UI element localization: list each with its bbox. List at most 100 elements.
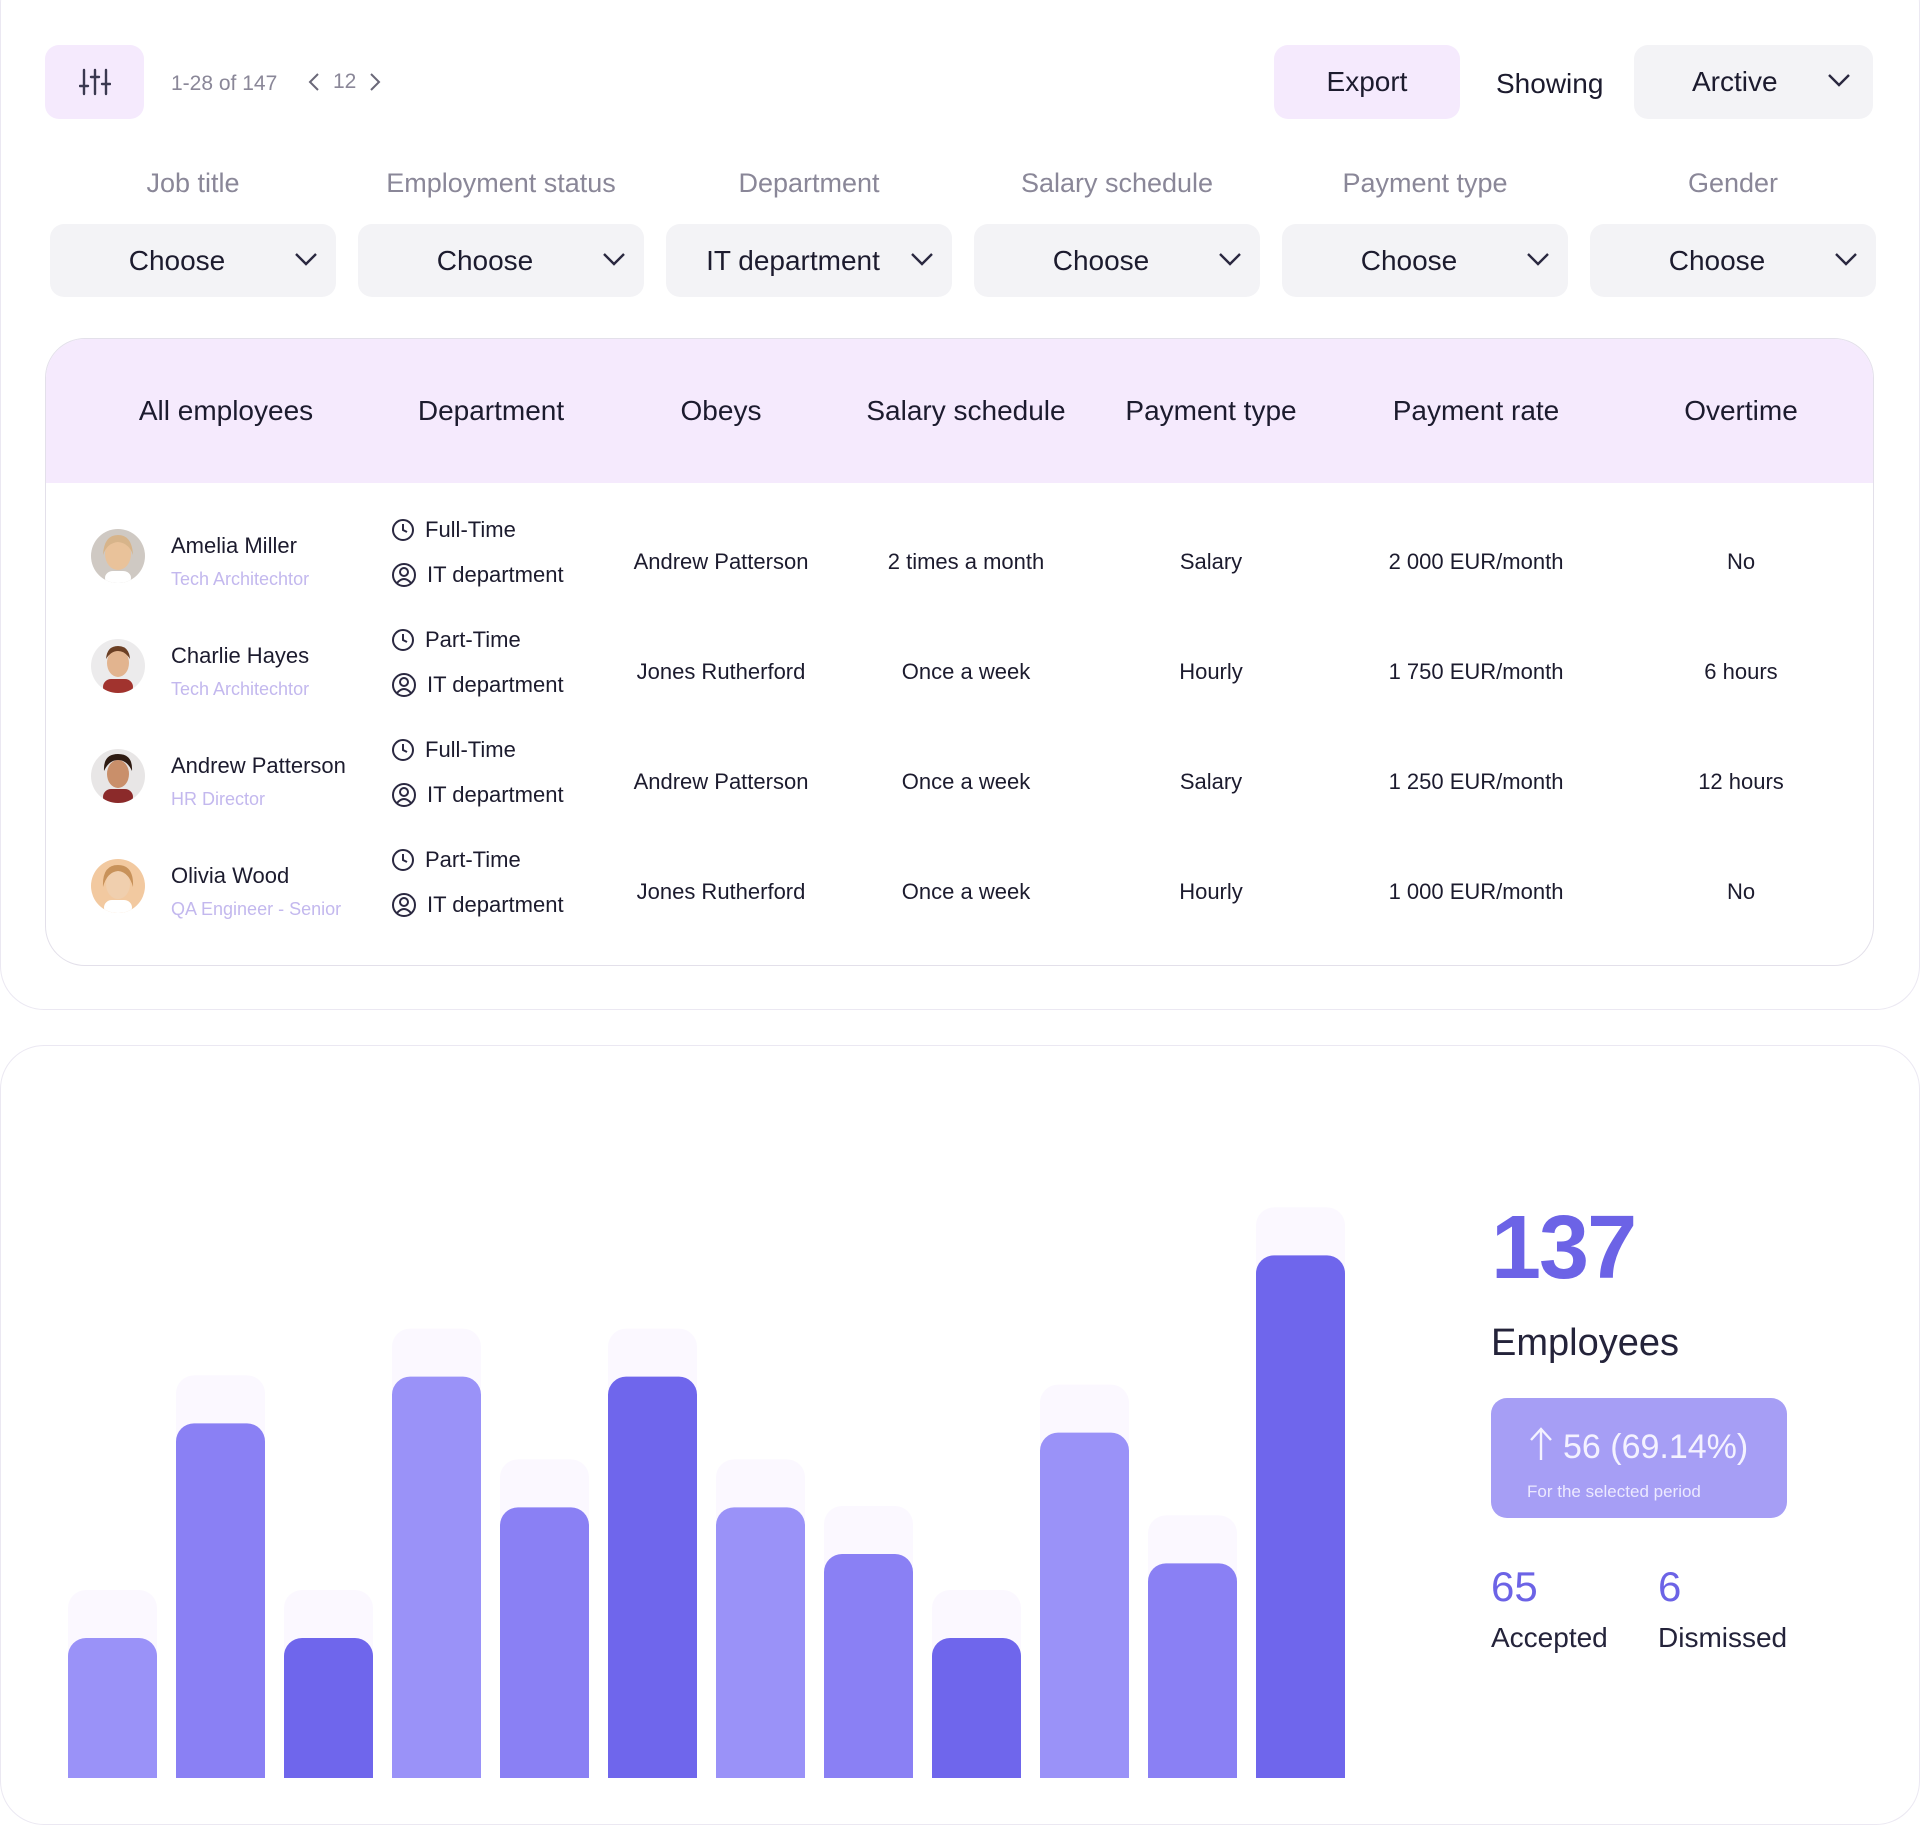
- user-circle-icon: [392, 893, 416, 917]
- export-button[interactable]: Export: [1274, 45, 1460, 119]
- schedule-cell: 2 times a month: [887, 549, 1045, 574]
- column-header-salary-schedule[interactable]: Salary schedule: [866, 395, 1066, 426]
- clock-icon: [392, 629, 414, 651]
- column-header-overtime[interactable]: Overtime: [1684, 395, 1798, 426]
- chart-bar[interactable]: [608, 1376, 697, 1778]
- chart-bar[interactable]: [716, 1507, 805, 1778]
- chevron-down-icon: [295, 253, 317, 266]
- chevron-down-icon: [1219, 253, 1241, 266]
- avatar: [91, 639, 145, 693]
- employment-type: Part-Time: [391, 847, 521, 873]
- chart-bar[interactable]: [500, 1507, 589, 1778]
- schedule-cell: Once a week: [901, 769, 1031, 794]
- chevron-down-icon: [1828, 74, 1850, 87]
- column-header-payment-rate[interactable]: Payment rate: [1392, 395, 1560, 426]
- department-label: IT department: [427, 672, 564, 697]
- chart-bar[interactable]: [1040, 1432, 1129, 1778]
- payment-rate-cell: 1 750 EUR/month: [1388, 659, 1564, 684]
- table-row[interactable]: Olivia Wood QA Engineer - Senior Part-Ti…: [46, 829, 1873, 939]
- employee-name[interactable]: Amelia Miller: [171, 533, 297, 558]
- clock-icon: [392, 519, 414, 541]
- table-row[interactable]: Amelia Miller Tech Architechtor Full-Tim…: [46, 499, 1873, 609]
- chart-bar[interactable]: [176, 1423, 265, 1778]
- filter-label: Payment type: [1342, 168, 1508, 198]
- employment-type-label: Full-Time: [425, 737, 516, 762]
- employee-role: HR Director: [171, 789, 266, 809]
- clock-icon: [392, 849, 414, 871]
- column-header-obeys[interactable]: Obeys: [680, 395, 762, 426]
- column-header-employees[interactable]: All employees: [138, 395, 314, 426]
- arrow-up-icon: [1530, 1427, 1552, 1460]
- table-row[interactable]: Andrew Patterson HR Director Full-Time I…: [46, 719, 1873, 829]
- total-employees-count: 137: [1491, 1198, 1637, 1298]
- department-label: IT department: [427, 562, 564, 587]
- chart-bar[interactable]: [932, 1638, 1021, 1778]
- department-select[interactable]: IT department: [666, 224, 952, 297]
- accepted-label: Accepted: [1491, 1622, 1608, 1653]
- filter-job-title: Job title Choose: [50, 168, 336, 297]
- select-value: Choose: [128, 244, 226, 276]
- chart-bar[interactable]: [284, 1638, 373, 1778]
- job-title-select[interactable]: Choose: [50, 224, 336, 297]
- avatar: [91, 529, 145, 583]
- user-circle-icon: [392, 673, 416, 697]
- schedule-cell: Once a week: [901, 659, 1031, 684]
- employee-name[interactable]: Charlie Hayes: [171, 643, 310, 668]
- overtime-cell: 6 hours: [1704, 659, 1778, 684]
- chevron-down-icon: [1835, 253, 1857, 266]
- chart-bar[interactable]: [1148, 1563, 1237, 1778]
- select-value: Choose: [1668, 244, 1766, 276]
- next-page-button[interactable]: [364, 68, 386, 96]
- chart-bar[interactable]: [68, 1638, 157, 1778]
- filter-department: Department IT department: [666, 168, 952, 297]
- department-tag: IT department: [391, 672, 564, 698]
- obeys-cell: Andrew Patterson: [633, 549, 809, 574]
- period-change-note: For the selected period: [1527, 1482, 1701, 1501]
- schedule-cell: Once a week: [901, 879, 1031, 904]
- status-select[interactable]: Arctive: [1634, 45, 1873, 119]
- department-tag: IT department: [391, 782, 564, 808]
- chevron-right-icon: [370, 73, 381, 91]
- previous-page-button[interactable]: [303, 68, 325, 96]
- column-header-payment-type[interactable]: Payment type: [1125, 395, 1297, 426]
- gender-select[interactable]: Choose: [1590, 224, 1876, 297]
- chart-bar[interactable]: [392, 1376, 481, 1778]
- employee-name[interactable]: Andrew Patterson: [171, 753, 346, 778]
- payment-rate-cell: 2 000 EUR/month: [1388, 549, 1564, 574]
- payment-type-select[interactable]: Choose: [1282, 224, 1568, 297]
- employment-type: Full-Time: [391, 517, 516, 543]
- overtime-cell: No: [1726, 549, 1756, 574]
- payment-type-cell: Hourly: [1179, 879, 1243, 904]
- column-header-department[interactable]: Department: [417, 395, 565, 426]
- filter-label: Gender: [1687, 168, 1779, 198]
- employment-status-select[interactable]: Choose: [358, 224, 644, 297]
- payment-rate-cell: 1 250 EUR/month: [1388, 769, 1564, 794]
- department-tag: IT department: [391, 562, 564, 588]
- dismissed-count: 6: [1658, 1563, 1682, 1610]
- employee-name[interactable]: Olivia Wood: [171, 863, 290, 888]
- filter-label: Job title: [146, 168, 240, 198]
- chevron-left-icon: [308, 73, 319, 91]
- filter-settings-button[interactable]: [45, 45, 144, 119]
- salary-schedule-select[interactable]: Choose: [974, 224, 1260, 297]
- chart-bar[interactable]: [1256, 1255, 1345, 1778]
- obeys-cell: Jones Rutherford: [636, 879, 806, 904]
- sliders-icon: [78, 68, 111, 96]
- chart-bar[interactable]: [824, 1554, 913, 1778]
- total-employees-label: Employees: [1491, 1322, 1679, 1364]
- accepted-count: 65: [1491, 1563, 1538, 1610]
- chevron-down-icon: [603, 253, 625, 266]
- page-number: 12: [333, 70, 357, 93]
- showing-label: Showing: [1496, 68, 1604, 99]
- employment-type: Full-Time: [391, 737, 516, 763]
- employment-type: Part-Time: [391, 627, 521, 653]
- overtime-cell: 12 hours: [1698, 769, 1784, 794]
- filter-gender: Gender Choose: [1590, 168, 1876, 297]
- period-change-value: 56 (69.14%): [1563, 1428, 1749, 1466]
- period-change-badge: 56 (69.14%) For the selected period: [1491, 1398, 1787, 1518]
- filter-label: Salary schedule: [1020, 168, 1214, 198]
- employees-table: All employees Department Obeys Salary sc…: [45, 338, 1874, 966]
- table-row[interactable]: Charlie Hayes Tech Architechtor Part-Tim…: [46, 609, 1873, 719]
- chevron-down-icon: [1527, 253, 1549, 266]
- dismissed-label: Dismissed: [1658, 1622, 1788, 1653]
